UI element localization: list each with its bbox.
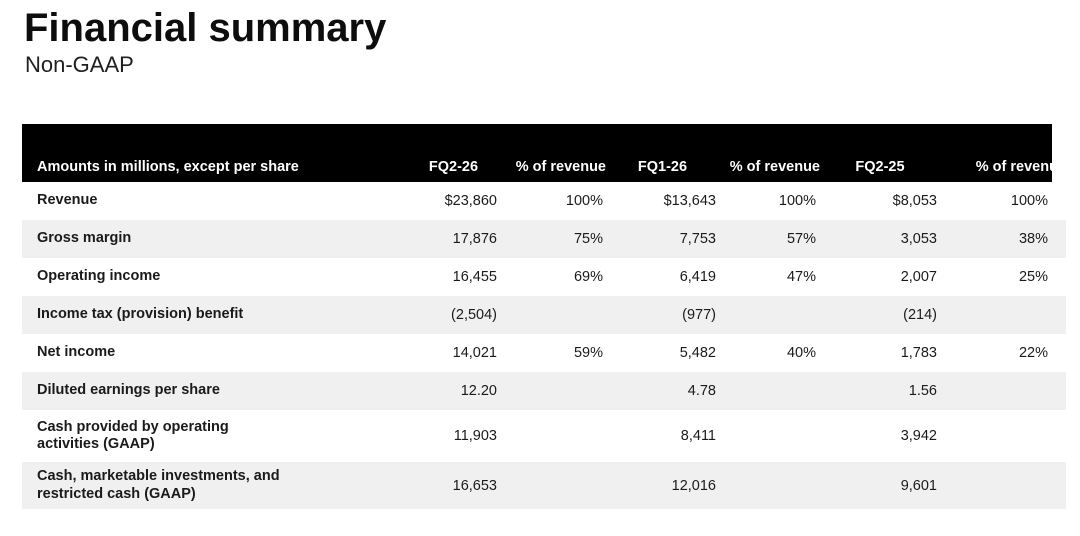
cell-value (500, 372, 606, 410)
cell-value: (214) (903, 307, 937, 323)
table-header-row: Amounts in millions, except per share FQ… (22, 124, 1066, 182)
cell-value: 69% (573, 269, 603, 285)
table-row-diluted-eps: Diluted earnings per share 12.20 4.78 1.… (22, 372, 1066, 410)
cell-value: 100% (778, 193, 816, 209)
cell-value: 16,455 (452, 269, 497, 285)
column-header-fq2-26: FQ2-26 (407, 124, 500, 182)
cell-value: $13,643 (663, 193, 716, 209)
cell-value (940, 410, 1066, 462)
table-row-cash-operating: Cash provided by operating activities (G… (22, 410, 1066, 462)
cell-value: 4.78 (687, 383, 716, 399)
table-row-net-income: Net income 14,021 59% 5,482 40% 1,783 22… (22, 334, 1066, 372)
cell-value: 9,601 (900, 477, 937, 494)
cell-value: (2,504) (451, 307, 497, 323)
table-row-operating-income: Operating income 16,455 69% 6,419 47% 2,… (22, 258, 1066, 296)
row-label: Net income (37, 344, 116, 361)
cell-value: 2,007 (900, 269, 937, 285)
cell-value (500, 296, 606, 334)
row-label: Income tax (provision) benefit (37, 306, 244, 323)
cell-value (940, 462, 1066, 509)
cell-value (940, 296, 1066, 334)
cell-value: 17,876 (452, 231, 497, 247)
row-label: Operating income (37, 268, 161, 285)
row-label: Gross margin (37, 230, 132, 247)
cell-value: 59% (573, 345, 603, 361)
financial-summary-table: Amounts in millions, except per share FQ… (22, 124, 1066, 509)
cell-value: (977) (682, 307, 716, 323)
row-label: Diluted earnings per share (37, 382, 220, 399)
table-row-gross-margin: Gross margin 17,876 75% 7,753 57% 3,053 … (22, 220, 1066, 258)
cell-value: 22% (1018, 345, 1048, 361)
cell-value (719, 296, 820, 334)
cell-value: 3,053 (900, 231, 937, 247)
table-row-income-tax: Income tax (provision) benefit (2,504) (… (22, 296, 1066, 334)
cell-value: 75% (573, 231, 603, 247)
column-header-fq2-25: FQ2-25 (820, 124, 940, 182)
cell-value: 12,016 (671, 477, 716, 494)
column-header-pct-revenue-3: % of revenue (940, 124, 1066, 182)
cell-value: 57% (786, 231, 816, 247)
cell-value (719, 462, 820, 509)
cell-value: 8,411 (680, 428, 716, 444)
cell-value: 38% (1018, 231, 1048, 247)
cell-value: 100% (1010, 193, 1048, 209)
row-label: Cash provided by operating activities (G… (37, 418, 229, 452)
cell-value: 1,783 (900, 345, 937, 361)
row-label: Cash, marketable investments, and restri… (37, 468, 280, 502)
cell-value: 12.20 (460, 383, 497, 399)
cell-value (940, 372, 1066, 410)
page-subtitle: Non-GAAP (25, 52, 134, 77)
table-row-cash-investments: Cash, marketable investments, and restri… (22, 462, 1066, 509)
cell-value: 47% (786, 269, 816, 285)
cell-value: 40% (786, 345, 816, 361)
cell-value (719, 372, 820, 410)
cell-value: $8,053 (892, 193, 937, 209)
page-title: Financial summary (24, 6, 387, 50)
column-header-pct-revenue-1: % of revenue (500, 124, 606, 182)
column-header-amounts: Amounts in millions, except per share (22, 124, 407, 182)
row-label: Revenue (37, 192, 98, 209)
cell-value: $23,860 (444, 193, 497, 209)
cell-value: 16,653 (452, 477, 497, 494)
cell-value: 11,903 (453, 428, 497, 444)
cell-value: 100% (565, 193, 603, 209)
cell-value (500, 410, 606, 462)
column-header-fq1-26: FQ1-26 (606, 124, 719, 182)
cell-value: 3,942 (900, 428, 937, 444)
cell-value: 25% (1018, 269, 1048, 285)
cell-value (500, 462, 606, 509)
table-row-revenue: Revenue $23,860 100% $13,643 100% $8,053… (22, 182, 1066, 220)
column-header-pct-revenue-2: % of revenue (719, 124, 820, 182)
cell-value: 5,482 (679, 345, 716, 361)
cell-value: 1.56 (908, 383, 937, 399)
cell-value (719, 410, 820, 462)
cell-value: 6,419 (679, 269, 716, 285)
cell-value: 14,021 (452, 345, 497, 361)
cell-value: 7,753 (679, 231, 716, 247)
